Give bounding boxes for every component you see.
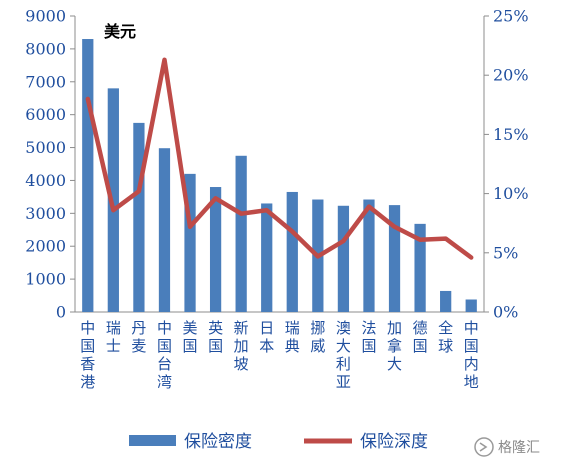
unit-label: 美元 bbox=[104, 22, 136, 41]
bar bbox=[107, 88, 119, 312]
left-tick-label: 2000 bbox=[25, 237, 66, 256]
legend-swatch-bar bbox=[129, 435, 176, 446]
bar bbox=[337, 205, 350, 312]
left-tick-label: 8000 bbox=[25, 39, 66, 58]
legend: 保险密度 保险深度 bbox=[129, 432, 428, 452]
category-label: 全球 bbox=[438, 319, 453, 355]
bar bbox=[158, 148, 171, 312]
bar bbox=[388, 205, 401, 312]
legend-label-penetration: 保险深度 bbox=[360, 432, 428, 452]
category-label: 新加坡 bbox=[234, 319, 249, 373]
left-tick-label: 4000 bbox=[25, 171, 66, 190]
category-label: 美国 bbox=[183, 319, 198, 355]
category-label: 瑞士 bbox=[106, 319, 121, 355]
watermark: 格隆汇 bbox=[474, 437, 540, 457]
legend-label-density: 保险密度 bbox=[184, 432, 252, 452]
category-label: 法国 bbox=[361, 319, 376, 355]
line-series-insurance-penetration bbox=[85, 57, 474, 260]
right-tick-label: 10% bbox=[493, 184, 529, 203]
right-tick-label: 5% bbox=[493, 243, 518, 262]
category-label: 中国香港 bbox=[80, 319, 95, 391]
bar bbox=[465, 299, 477, 312]
watermark-text: 格隆汇 bbox=[498, 440, 540, 456]
category-labels: 中国香港瑞士丹麦中国台湾美国英国新加坡日本瑞典挪威澳大利亚法国加拿大德国全球中国… bbox=[80, 319, 478, 391]
right-tick-label: 0% bbox=[493, 303, 518, 322]
category-label: 英国 bbox=[208, 319, 223, 355]
category-label: 德国 bbox=[413, 319, 428, 355]
right-axis-ticks: 0% 5% 10% 15% 20% 25% bbox=[484, 7, 529, 322]
left-axis-ticks: 0 1000 2000 3000 4000 5000 6000 7000 8000 9000 bbox=[25, 7, 75, 322]
category-label: 澳大利亚 bbox=[336, 319, 351, 391]
bar bbox=[235, 155, 247, 312]
left-tick-label: 5000 bbox=[25, 138, 66, 157]
right-tick-label: 15% bbox=[493, 125, 529, 144]
bar bbox=[440, 290, 452, 312]
category-label: 中国内地 bbox=[464, 319, 479, 391]
left-tick-label: 9000 bbox=[25, 7, 66, 26]
bar bbox=[133, 122, 145, 312]
category-label: 挪威 bbox=[310, 319, 325, 355]
left-tick-label: 3000 bbox=[25, 204, 66, 223]
right-tick-label: 20% bbox=[493, 66, 529, 85]
category-label: 中国台湾 bbox=[157, 319, 172, 391]
penetration-line bbox=[85, 57, 474, 260]
left-tick-label: 7000 bbox=[25, 72, 66, 91]
bar bbox=[184, 173, 196, 312]
left-tick-label: 0 bbox=[56, 303, 66, 322]
category-label: 日本 bbox=[259, 319, 274, 355]
right-tick-label: 25% bbox=[493, 7, 529, 26]
bar bbox=[209, 187, 222, 312]
bar bbox=[286, 191, 298, 312]
bar bbox=[414, 223, 426, 312]
bar bbox=[261, 203, 273, 312]
left-tick-label: 6000 bbox=[25, 105, 66, 124]
category-label: 瑞典 bbox=[285, 319, 300, 355]
bar bbox=[82, 39, 94, 313]
left-tick-label: 1000 bbox=[25, 270, 66, 289]
category-label: 丹麦 bbox=[131, 319, 146, 355]
category-label: 加拿大 bbox=[387, 319, 402, 373]
bar bbox=[363, 199, 375, 312]
